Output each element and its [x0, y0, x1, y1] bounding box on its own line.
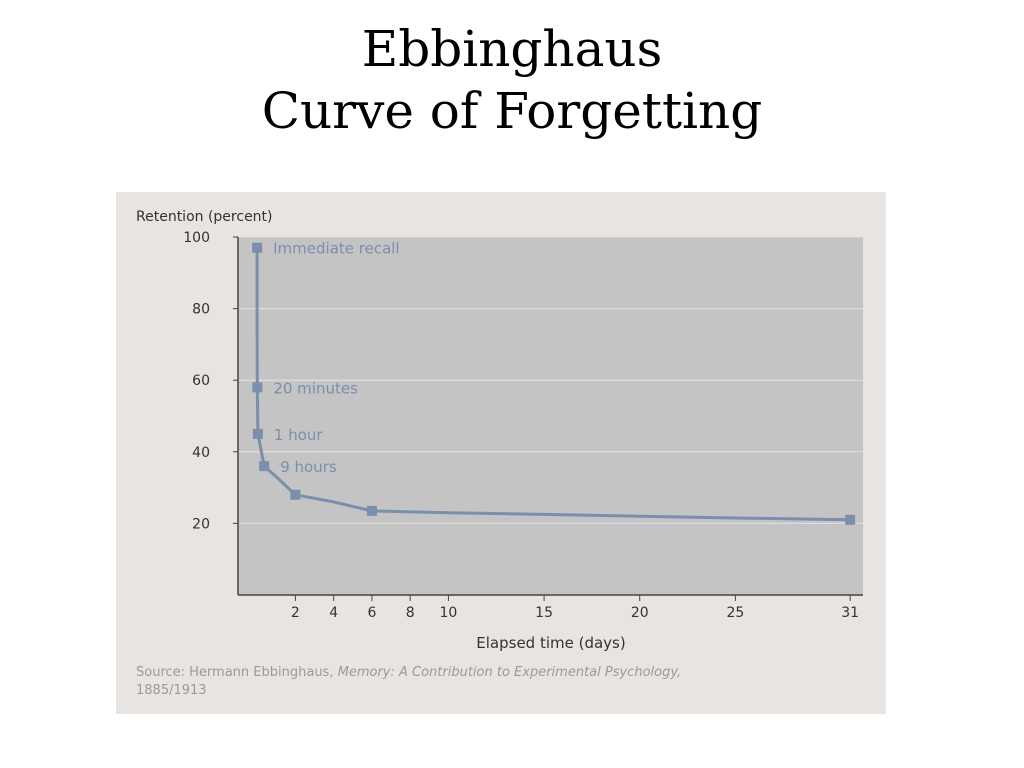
y-tick-label: 60 — [192, 373, 210, 389]
source-years: 1885/1913 — [136, 683, 207, 698]
x-tick-label: 8 — [406, 605, 415, 621]
x-axis-title: Elapsed time (days) — [476, 634, 625, 652]
x-tick-label: 25 — [726, 605, 744, 621]
data-point — [252, 242, 263, 253]
data-label: 20 minutes — [273, 379, 358, 397]
data-point — [845, 514, 856, 525]
data-point — [252, 428, 263, 439]
x-tick-label: 2 — [291, 605, 300, 621]
data-point — [290, 489, 301, 500]
slide-title-line-2: Curve of Forgetting — [261, 82, 763, 140]
chart-panel: 20 40 60 80 100 2 4 6 8 10 15 20 25 31 Retention (perc… — [116, 192, 886, 714]
data-point — [252, 382, 263, 393]
y-tick-label: 20 — [192, 516, 210, 532]
y-tick-label: 40 — [192, 445, 210, 461]
series-line — [255, 247, 851, 522]
source-book-title: Memory: A Contribution to Experimental P… — [337, 665, 682, 680]
source-note: Source: Hermann Ebbinghaus, Memory: A Co… — [136, 664, 866, 700]
data-point — [259, 461, 270, 472]
plot-area — [238, 237, 863, 595]
forgetting-curve-chart: 20 40 60 80 100 2 4 6 8 10 15 20 25 31 Retention (perc… — [136, 209, 863, 652]
y-tick-label: 80 — [192, 302, 210, 318]
x-tick-label: 4 — [329, 605, 338, 621]
source-prefix: Source: Hermann Ebbinghaus, — [136, 665, 338, 680]
data-label: 9 hours — [280, 458, 337, 476]
data-point — [366, 505, 377, 516]
x-tick-label: 10 — [440, 605, 458, 621]
y-tick-label: 100 — [183, 230, 210, 246]
x-tick-label: 15 — [535, 605, 553, 621]
x-tick-label: 20 — [631, 605, 649, 621]
slide-title-line-1: Ebbinghaus — [361, 20, 663, 78]
y-axis-title: Retention (percent) — [136, 209, 273, 225]
x-tick-label: 31 — [841, 605, 859, 621]
x-tick-label: 6 — [367, 605, 376, 621]
slide-title: Ebbinghaus Curve of Forgetting — [0, 18, 1024, 142]
data-label: Immediate recall — [273, 240, 399, 258]
data-label: 1 hour — [274, 426, 324, 444]
